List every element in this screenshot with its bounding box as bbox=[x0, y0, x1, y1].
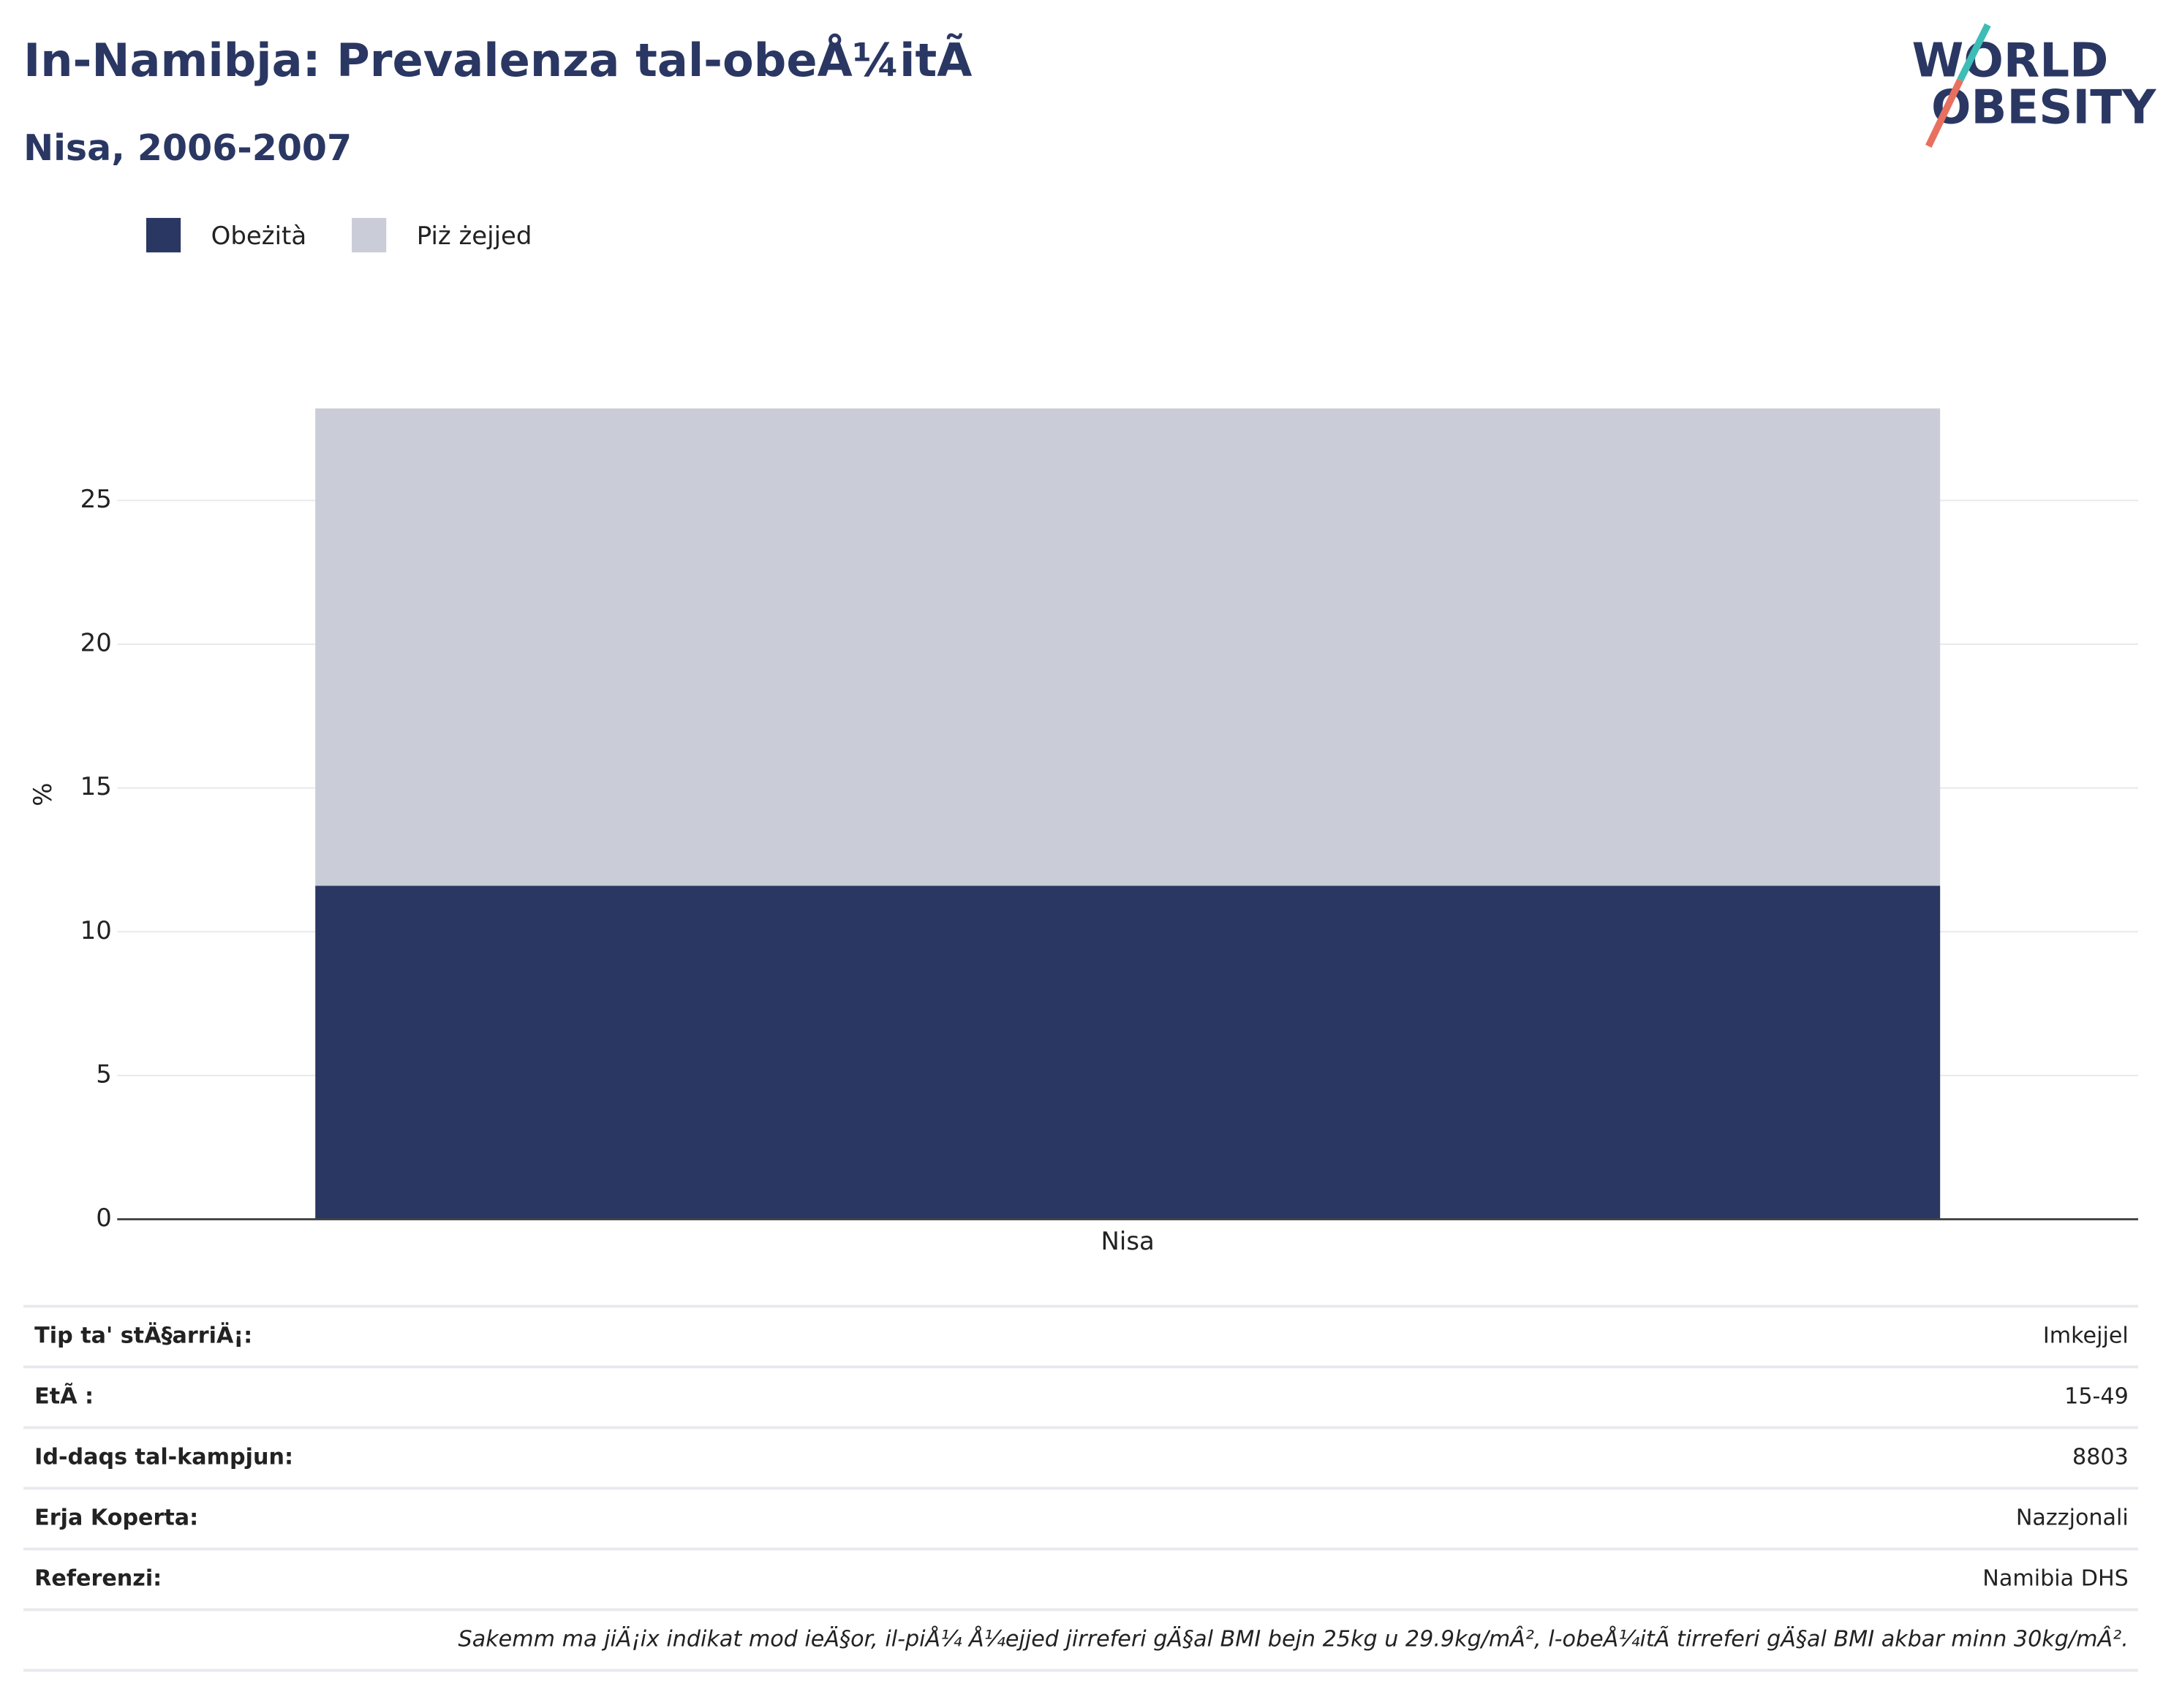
y-tick-label: 10 bbox=[80, 916, 112, 945]
logo: WORLD OBESITY bbox=[1912, 23, 2157, 148]
legend-label: Piż żejjed bbox=[417, 222, 532, 251]
row-label: Tip ta' stÄ§arriÄ¡: bbox=[34, 1322, 252, 1348]
row-value: 8803 bbox=[2072, 1444, 2129, 1470]
chart-subtitle: Nisa, 2006-2007 bbox=[23, 126, 352, 169]
footnote: Sakemm ma jiÄ¡ix indikat mod ieÄ§or, il-… bbox=[458, 1625, 2129, 1652]
y-tick-label: 15 bbox=[80, 772, 112, 801]
logo-slash bbox=[1925, 78, 1963, 148]
logo-text: WORLD bbox=[1912, 33, 2109, 88]
y-tick-label: 25 bbox=[80, 485, 112, 514]
row-label: EtÃ : bbox=[34, 1382, 94, 1409]
x-tick-label: Nisa bbox=[1101, 1227, 1155, 1256]
row-value: Namibia DHS bbox=[1982, 1565, 2129, 1591]
bar bbox=[315, 408, 1941, 886]
legend-label: Obeżità bbox=[211, 222, 306, 251]
y-tick-label: 0 bbox=[96, 1203, 112, 1233]
y-axis-label: % bbox=[29, 782, 58, 806]
row-value: 15-49 bbox=[2064, 1383, 2129, 1409]
row-value: Nazzjonali bbox=[2016, 1505, 2129, 1530]
row-label: Referenzi: bbox=[34, 1565, 162, 1591]
chart-title: In-Namibja: Prevalenza tal-obeÅ¼itÃ bbox=[23, 34, 972, 87]
row-value: Imkejjel bbox=[2043, 1323, 2129, 1348]
legend-swatch bbox=[146, 218, 181, 253]
logo-slash bbox=[1957, 23, 1991, 82]
row-label: Erja Koperta: bbox=[34, 1505, 198, 1530]
bar bbox=[315, 885, 1941, 1220]
y-tick-label: 20 bbox=[80, 629, 112, 658]
row-label: Id-daqs tal-kampjun: bbox=[34, 1444, 293, 1470]
legend-swatch bbox=[352, 218, 387, 253]
logo-text: OBESITY bbox=[1931, 80, 2157, 135]
y-tick-label: 5 bbox=[96, 1059, 112, 1089]
